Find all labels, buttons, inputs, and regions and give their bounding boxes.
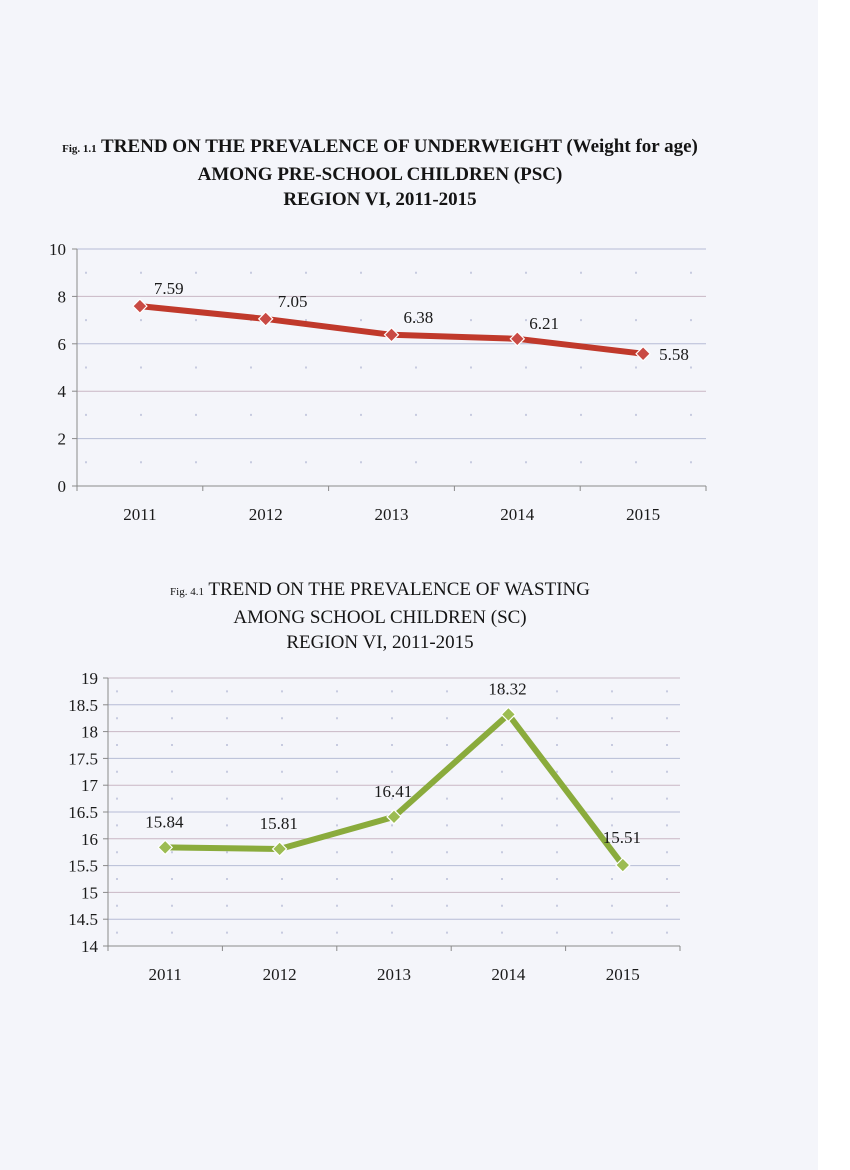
chart-2-ytick-label: 14	[81, 937, 99, 956]
wasting-line-chart: 14 14.5 15 15.5 16 16.5 17 17.5 18 18.5 19 2011 2012…	[68, 669, 681, 984]
chart-2-ytick-label: 17	[81, 776, 99, 795]
chart-2-data-label: 15.84	[145, 812, 184, 831]
chart-1-xtick-label: 2013	[375, 505, 409, 524]
chart-1-ytick-label: 4	[58, 382, 67, 401]
chart-1-xtick-label: 2015	[626, 505, 660, 524]
chart-2-xtick-label: 2013	[377, 965, 411, 984]
chart-2-title-line-3: REGION VI, 2011-2015	[286, 632, 474, 653]
chart-2-ytick-label: 15	[81, 883, 98, 902]
chart-1-data-label: 6.21	[529, 314, 559, 333]
chart-2-data-label: 15.81	[260, 814, 298, 833]
chart-1-ytick-label: 0	[58, 477, 67, 496]
chart-1-ytick-label: 10	[49, 240, 66, 259]
chart-2-title-text-1: TREND ON THE PREVALENCE OF WASTING	[208, 579, 590, 600]
chart-1-xtick-label: 2011	[123, 505, 156, 524]
chart-2-ytick-label: 18	[81, 723, 98, 742]
chart-1-xtick-label: 2014	[500, 505, 535, 524]
chart-2-ytick-label: 17.5	[68, 749, 98, 768]
chart-2-xtick-label: 2014	[491, 965, 526, 984]
chart-1-data-label: 7.59	[154, 279, 184, 298]
chart-1-point-marker	[383, 326, 400, 343]
chart-1-title-line-3: REGION VI, 2011-2015	[283, 189, 477, 210]
chart-2-xtick-label: 2012	[263, 965, 297, 984]
underweight-line-chart: 0 2 4 6 8 10 2011 2012 2013 2014 2015 7.59 7.05 6.38 6…	[49, 240, 707, 524]
chart-2-point-marker	[614, 857, 631, 873]
chart-2-ytick-label: 19	[81, 669, 98, 688]
chart-1-ytick-label: 6	[58, 335, 67, 354]
chart-2-data-label: 18.32	[488, 679, 526, 698]
chart-1-xtick-label: 2012	[249, 505, 283, 524]
chart-1-data-label: 5.58	[659, 345, 689, 364]
chart-1-fig-label: Fig. 1.1	[62, 143, 97, 155]
chart-2-title-line-2: AMONG SCHOOL CHILDREN (SC)	[233, 607, 527, 628]
chart-1-ytick-label: 8	[58, 287, 67, 306]
chart-2-xtick-label: 2015	[606, 965, 640, 984]
chart-1-title-line-2: AMONG PRE-SCHOOL CHILDREN (PSC)	[197, 164, 563, 185]
chart-2-title-line-1: Fig. 4.1 TREND ON THE PREVALENCE OF WAST…	[0, 577, 760, 605]
chart-2-point-marker	[500, 706, 517, 723]
page-edge	[818, 0, 850, 1170]
chart-2-xtick-label: 2011	[149, 965, 182, 984]
chart-2-ytick-label: 18.5	[68, 696, 98, 715]
chart-1-point-marker	[635, 345, 651, 362]
chart-1-point-marker	[509, 330, 526, 347]
chart-2-fig-label: Fig. 4.1	[170, 586, 204, 598]
chart-2-ytick-label: 15.5	[68, 857, 98, 876]
chart-1-title-text-1: TREND ON THE PREVALENCE OF UNDERWEIGHT (…	[101, 136, 698, 157]
chart-1-title: Fig. 1.1 TREND ON THE PREVALENCE OF UNDE…	[0, 134, 760, 212]
chart-1-ytick-label: 2	[58, 430, 67, 449]
chart-2-point-marker	[157, 839, 174, 856]
chart-2-title: Fig. 4.1 TREND ON THE PREVALENCE OF WAST…	[0, 577, 760, 655]
chart-2-point-marker	[386, 808, 402, 825]
chart-2-data-label: 15.51	[603, 828, 641, 847]
chart-1-point-marker	[132, 298, 148, 314]
chart-1-title-line-1: Fig. 1.1 TREND ON THE PREVALENCE OF UNDE…	[0, 134, 760, 162]
chart-1-point-marker	[257, 311, 274, 327]
chart-2-point-marker	[271, 841, 288, 857]
chart-2-ytick-label: 16	[81, 830, 98, 849]
chart-1-data-label: 7.05	[278, 292, 308, 311]
chart-2-ytick-label: 14.5	[68, 910, 98, 929]
chart-1-data-label: 6.38	[404, 308, 434, 327]
chart-2-ytick-label: 16.5	[68, 803, 98, 822]
chart-2-data-label: 16.41	[374, 782, 412, 801]
